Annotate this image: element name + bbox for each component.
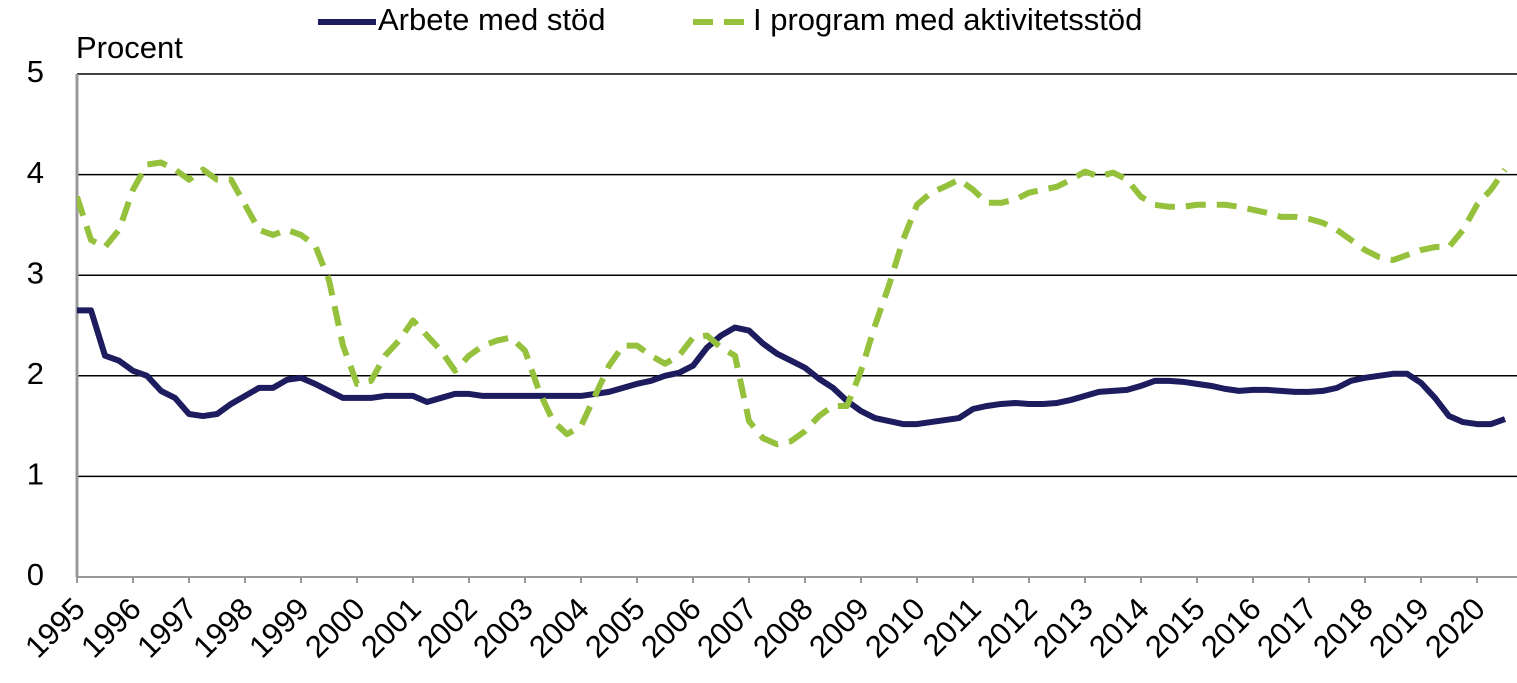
series-line: [77, 159, 1508, 448]
x-tick-label: 2001: [354, 591, 428, 665]
y-tick-label: 2: [27, 356, 44, 391]
legend-label: I program med aktivitetsstöd: [753, 2, 1142, 37]
x-tick-label: 2019: [1362, 591, 1436, 665]
x-tick-label: 1995: [18, 591, 92, 665]
x-tick-label: 2014: [1082, 591, 1156, 665]
y-axis-label: Procent: [76, 30, 183, 65]
x-tick-label: 2008: [746, 591, 820, 665]
y-tick-label: 5: [27, 54, 44, 89]
x-tick-label: 2015: [1138, 591, 1212, 665]
x-tick-label: 2012: [970, 591, 1044, 665]
x-tick-label: 2013: [1026, 591, 1100, 665]
x-tick-label: 2018: [1306, 591, 1380, 665]
series-line: [77, 307, 1507, 428]
y-tick-label: 1: [27, 457, 44, 492]
x-tick-label: 2011: [916, 591, 988, 663]
x-tick-label: 2002: [410, 591, 484, 665]
x-tick-label: 2016: [1194, 591, 1268, 665]
x-tick-label: 1998: [186, 591, 260, 665]
x-tick-label: 1999: [242, 591, 316, 665]
y-tick-label: 0: [27, 557, 44, 592]
x-tick-label: 1996: [74, 591, 148, 665]
y-tick-label: 4: [27, 155, 44, 190]
x-tick-label: 2020: [1418, 591, 1492, 665]
x-tick-label: 2007: [690, 591, 764, 665]
x-tick-label: 1997: [130, 591, 204, 665]
x-tick-label: 2000: [298, 591, 372, 665]
x-tick-label: 2004: [522, 591, 596, 665]
y-tick-label: 3: [27, 255, 44, 290]
x-tick-label: 2017: [1250, 591, 1324, 665]
x-tick-label: 2003: [466, 591, 540, 665]
legend-label: Arbete med stöd: [378, 2, 605, 37]
x-tick-label: 2005: [578, 591, 652, 665]
x-tick-label: 2010: [858, 591, 932, 665]
x-tick-label: 2009: [802, 591, 876, 665]
x-tick-label: 2006: [634, 591, 708, 665]
